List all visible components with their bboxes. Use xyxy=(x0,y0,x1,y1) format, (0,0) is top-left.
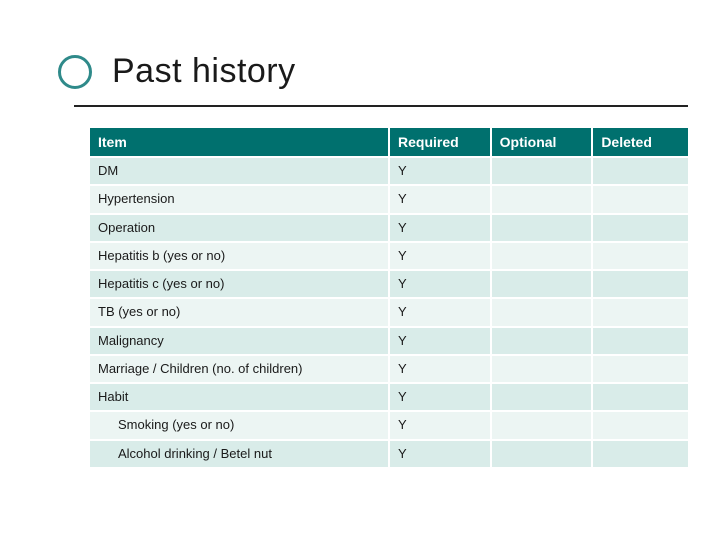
cell-deleted xyxy=(592,355,688,383)
table-container: Item Required Optional Deleted DMYHypert… xyxy=(90,128,688,467)
table-row: Hepatitis b (yes or no)Y xyxy=(90,242,688,270)
cell-item: Malignancy xyxy=(90,327,389,355)
table-body: DMYHypertensionYOperationYHepatitis b (y… xyxy=(90,157,688,467)
cell-required: Y xyxy=(389,242,491,270)
cell-required: Y xyxy=(389,411,491,439)
table-row: Hepatitis c (yes or no)Y xyxy=(90,270,688,298)
cell-deleted xyxy=(592,411,688,439)
cell-item: Hepatitis b (yes or no) xyxy=(90,242,389,270)
cell-optional xyxy=(491,242,593,270)
table-header-row: Item Required Optional Deleted xyxy=(90,128,688,157)
cell-required: Y xyxy=(389,383,491,411)
table-row: TB (yes or no)Y xyxy=(90,298,688,326)
cell-deleted xyxy=(592,242,688,270)
slide: Past history Item Required Optional Dele… xyxy=(0,0,720,540)
table-row: DMY xyxy=(90,157,688,185)
cell-optional xyxy=(491,185,593,213)
cell-required: Y xyxy=(389,327,491,355)
cell-deleted xyxy=(592,440,688,467)
cell-required: Y xyxy=(389,355,491,383)
cell-deleted xyxy=(592,157,688,185)
col-header-deleted: Deleted xyxy=(592,128,688,157)
cell-optional xyxy=(491,327,593,355)
cell-optional xyxy=(491,383,593,411)
cell-required: Y xyxy=(389,440,491,467)
cell-deleted xyxy=(592,214,688,242)
cell-optional xyxy=(491,270,593,298)
cell-required: Y xyxy=(389,214,491,242)
cell-item: Hepatitis c (yes or no) xyxy=(90,270,389,298)
cell-item: Smoking (yes or no) xyxy=(90,411,389,439)
table-row: Marriage / Children (no. of children)Y xyxy=(90,355,688,383)
cell-required: Y xyxy=(389,157,491,185)
table-row: Smoking (yes or no)Y xyxy=(90,411,688,439)
cell-deleted xyxy=(592,383,688,411)
cell-required: Y xyxy=(389,270,491,298)
cell-item: TB (yes or no) xyxy=(90,298,389,326)
col-header-item: Item xyxy=(90,128,389,157)
cell-item: Habit xyxy=(90,383,389,411)
cell-optional xyxy=(491,355,593,383)
table-row: Alcohol drinking / Betel nutY xyxy=(90,440,688,467)
slide-title: Past history xyxy=(112,52,296,91)
title-rule xyxy=(74,105,688,107)
cell-required: Y xyxy=(389,298,491,326)
table-row: MalignancyY xyxy=(90,327,688,355)
table-row: HypertensionY xyxy=(90,185,688,213)
past-history-table: Item Required Optional Deleted DMYHypert… xyxy=(90,128,688,467)
cell-item: Marriage / Children (no. of children) xyxy=(90,355,389,383)
cell-deleted xyxy=(592,298,688,326)
bullet-icon xyxy=(58,55,92,89)
cell-deleted xyxy=(592,185,688,213)
cell-optional xyxy=(491,214,593,242)
cell-optional xyxy=(491,440,593,467)
cell-optional xyxy=(491,157,593,185)
cell-optional xyxy=(491,411,593,439)
cell-optional xyxy=(491,298,593,326)
cell-item: Hypertension xyxy=(90,185,389,213)
table-row: OperationY xyxy=(90,214,688,242)
col-header-optional: Optional xyxy=(491,128,593,157)
title-row: Past history xyxy=(0,52,296,91)
cell-item: Alcohol drinking / Betel nut xyxy=(90,440,389,467)
cell-item: DM xyxy=(90,157,389,185)
cell-item: Operation xyxy=(90,214,389,242)
cell-deleted xyxy=(592,270,688,298)
cell-deleted xyxy=(592,327,688,355)
col-header-required: Required xyxy=(389,128,491,157)
cell-required: Y xyxy=(389,185,491,213)
table-row: HabitY xyxy=(90,383,688,411)
